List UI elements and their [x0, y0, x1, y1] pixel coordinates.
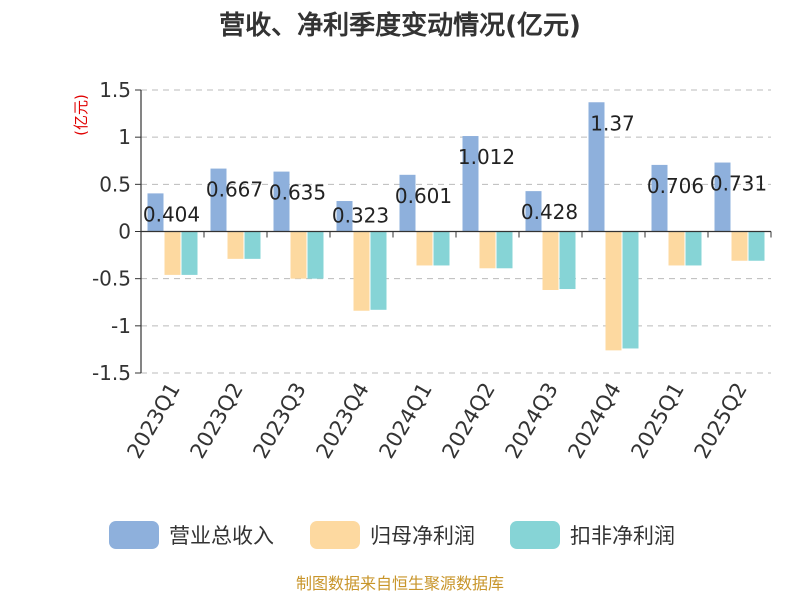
bar-2023Q2-series-0 — [210, 168, 227, 232]
data-label: 0.404 — [143, 202, 200, 226]
x-axis-categories: 2023Q1 2023Q2 2023Q3 2023Q4 2024Q1 2024Q2 2024… — [122, 379, 751, 463]
data-label: 1.37 — [590, 111, 635, 135]
bar-2024Q4-series-1 — [605, 231, 622, 351]
y-tick-label: 1 — [118, 125, 131, 149]
data-label: 0.731 — [710, 172, 767, 196]
bar-2024Q2-series-2 — [496, 231, 513, 269]
x-category-label: 2023Q1 — [122, 379, 184, 463]
x-category-label: 2023Q3 — [248, 379, 310, 463]
x-category-label: 2024Q4 — [563, 379, 625, 463]
bar-2024Q3-series-1 — [542, 231, 559, 290]
legend-label: 扣非净利润 — [570, 524, 675, 548]
x-category-label: 2024Q1 — [374, 379, 436, 463]
bar-2023Q1-series-1 — [164, 231, 181, 275]
bar-2025Q1-series-2 — [685, 231, 702, 266]
y-tick-label: -0.5 — [92, 267, 131, 291]
legend-label: 营业总收入 — [169, 524, 274, 548]
data-label: 0.706 — [647, 174, 704, 198]
y-axis-unit: (亿元) — [72, 94, 90, 136]
y-axis-ticks: 1.5 1 0.5 0 -0.5 -1 -1.5 — [92, 78, 141, 385]
x-category-label: 2024Q3 — [500, 379, 562, 463]
bar-2023Q1-series-0 — [147, 193, 164, 232]
data-label: 0.323 — [332, 204, 389, 228]
bar-2023Q2-series-2 — [244, 231, 261, 259]
legend-label: 归母净利润 — [370, 524, 475, 548]
bar-2025Q2-series-0 — [714, 162, 731, 232]
bar-2023Q4-series-2 — [370, 231, 387, 310]
data-label: 0.428 — [521, 200, 578, 224]
legend-swatch — [109, 521, 159, 549]
bar-2024Q4-series-2 — [622, 231, 639, 349]
data-label: 0.667 — [206, 178, 263, 202]
bars — [147, 102, 765, 351]
y-tick-label: 0 — [118, 220, 131, 244]
chart-title: 营收、净利季度变动情况(亿元) — [219, 10, 581, 41]
bar-2024Q4-series-0 — [588, 102, 605, 232]
bar-2024Q3-series-2 — [559, 231, 576, 290]
bar-2023Q3-series-2 — [307, 231, 324, 279]
legend-swatch — [510, 521, 560, 549]
bar-2024Q2-series-0 — [462, 136, 479, 232]
legend: 营业总收入 归母净利润 扣非净利润 — [109, 521, 675, 549]
bar-2024Q1-series-1 — [416, 231, 433, 266]
data-label: 0.601 — [395, 184, 452, 208]
x-category-label: 2025Q2 — [689, 379, 751, 463]
y-tick-label: -1.5 — [92, 361, 131, 385]
y-tick-label: 1.5 — [99, 78, 131, 102]
bar-2023Q3-series-1 — [290, 231, 307, 279]
bar-2023Q2-series-1 — [227, 231, 244, 259]
x-category-label: 2024Q2 — [437, 379, 499, 463]
bar-2025Q2-series-1 — [731, 231, 748, 261]
bar-2023Q3-series-0 — [273, 171, 290, 232]
bar-2023Q4-series-0 — [336, 201, 353, 232]
y-tick-label: 0.5 — [99, 172, 131, 196]
data-label: 1.012 — [458, 145, 515, 169]
x-category-label: 2023Q4 — [311, 379, 373, 463]
source-note: 制图数据来自恒生聚源数据库 — [296, 574, 504, 593]
legend-swatch — [310, 521, 360, 549]
bar-2024Q3-series-0 — [525, 191, 542, 232]
bar-2023Q4-series-1 — [353, 231, 370, 311]
y-tick-label: -1 — [111, 314, 131, 338]
x-category-label: 2023Q2 — [185, 379, 247, 463]
bar-2025Q2-series-2 — [748, 231, 765, 261]
x-category-label: 2025Q1 — [626, 379, 688, 463]
bar-2024Q1-series-0 — [399, 174, 416, 232]
bar-2025Q1-series-0 — [651, 164, 668, 232]
bar-2024Q2-series-1 — [479, 231, 496, 269]
bar-2025Q1-series-1 — [668, 231, 685, 266]
bar-2023Q1-series-2 — [181, 231, 198, 275]
grid-lines — [141, 89, 771, 374]
bar-2024Q1-series-2 — [433, 231, 450, 266]
data-label: 0.635 — [269, 181, 326, 205]
axes — [140, 90, 772, 373]
